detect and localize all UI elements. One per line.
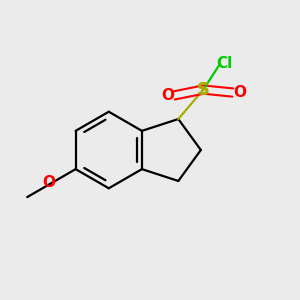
- Text: Cl: Cl: [217, 56, 233, 70]
- Text: O: O: [42, 175, 55, 190]
- Text: S: S: [197, 81, 210, 99]
- Text: O: O: [161, 88, 174, 103]
- Text: O: O: [233, 85, 246, 100]
